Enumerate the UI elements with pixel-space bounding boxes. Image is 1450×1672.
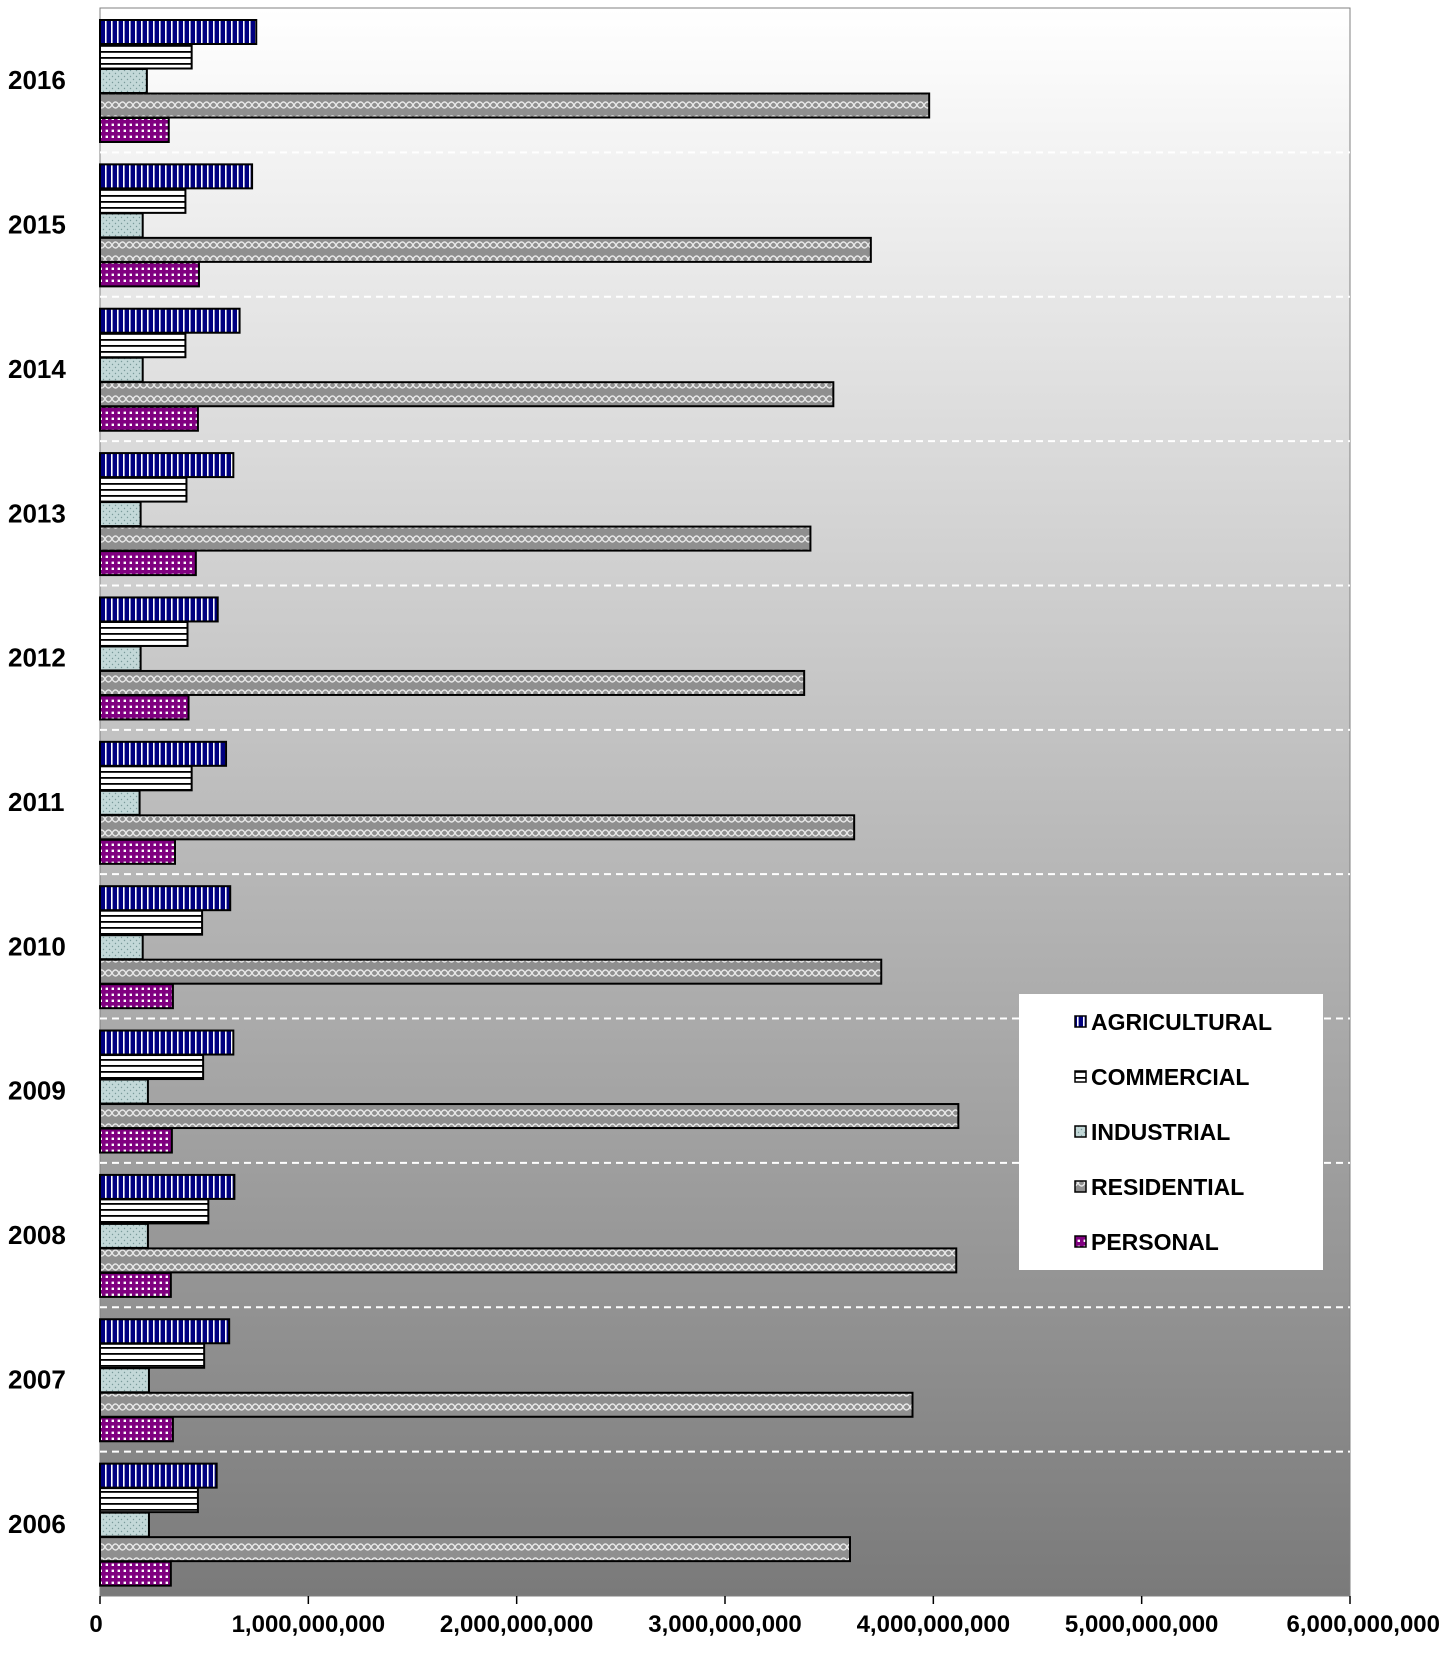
category-labels: 2016 2015 2014 2013 2012 2011 2010 2009 2008 2007…: [8, 65, 66, 1539]
category-label-2012: 2012: [8, 643, 66, 673]
bar-personal-2010: [99, 983, 174, 1010]
legend: AGRICULTURAL COMMERCIAL INDUSTRIAL RESIDENT…: [1019, 994, 1323, 1270]
legend-label-personal: PERSONAL: [1091, 1229, 1219, 1255]
bar-personal-2007: [99, 1416, 174, 1443]
bar-residential-2014: [99, 381, 835, 408]
bar-personal-2011: [99, 838, 176, 865]
bar-agricultural-2009: [99, 1029, 235, 1056]
category-label-2006: 2006: [8, 1509, 66, 1539]
legend-swatch-commercial: [1074, 1070, 1087, 1083]
category-label-2013: 2013: [8, 498, 66, 528]
bar-personal-2006: [99, 1560, 172, 1587]
bar-residential-2016: [99, 92, 931, 119]
bar-agricultural-2010: [99, 885, 232, 912]
bar-residential-2015: [99, 236, 872, 263]
category-label-2009: 2009: [8, 1076, 66, 1106]
category-label-2008: 2008: [8, 1220, 66, 1250]
legend-label-commercial: COMMERCIAL: [1091, 1064, 1249, 1090]
x-tick-label: 2,000,000,000: [440, 1611, 593, 1638]
bar-agricultural-2007: [99, 1318, 231, 1345]
bar-agricultural-2011: [99, 740, 228, 767]
bar-personal-2012: [99, 694, 190, 721]
legend-swatch-industrial: [1074, 1125, 1087, 1138]
x-tick-label: 4,000,000,000: [857, 1611, 1010, 1638]
bar-agricultural-2013: [99, 452, 235, 479]
bar-agricultural-2006: [99, 1462, 218, 1489]
legend-swatch-personal: [1074, 1235, 1087, 1248]
bar-personal-2015: [99, 261, 200, 288]
gridlines: [100, 151, 1350, 1453]
bar-industrial-2007: [99, 1367, 150, 1394]
bar-commercial-2015: [99, 187, 187, 214]
bar-industrial-2009: [99, 1078, 149, 1105]
bar-personal-2009: [99, 1127, 173, 1154]
bar-personal-2014: [99, 405, 199, 432]
bar-residential-2009: [99, 1103, 960, 1130]
category-label-2007: 2007: [8, 1364, 66, 1394]
bar-industrial-2008: [99, 1222, 149, 1249]
bar-residential-2010: [99, 958, 883, 985]
category-label-2016: 2016: [8, 65, 66, 95]
bar-residential-2008: [99, 1247, 958, 1274]
legend-box: [1019, 994, 1323, 1270]
bar-industrial-2014: [99, 356, 144, 383]
bar-industrial-2015: [99, 212, 144, 239]
bar-industrial-2011: [99, 789, 141, 816]
bar-personal-2008: [99, 1271, 172, 1298]
bar-personal-2016: [99, 117, 170, 143]
legend-label-agricultural: AGRICULTURAL: [1091, 1009, 1272, 1035]
legend-swatch-residential: [1074, 1180, 1087, 1193]
bar-residential-2011: [99, 814, 856, 841]
bar-commercial-2013: [99, 476, 188, 503]
bar-agricultural-2016: [99, 19, 258, 45]
bar-agricultural-2014: [99, 307, 241, 334]
category-label-2015: 2015: [8, 210, 66, 240]
category-label-2011: 2011: [8, 787, 64, 817]
bar-commercial-2016: [99, 43, 193, 70]
x-tick-label: 3,000,000,000: [648, 1611, 801, 1638]
bars: [99, 19, 960, 1587]
bar-commercial-2011: [99, 765, 193, 792]
category-label-2014: 2014: [8, 354, 66, 384]
x-tick-label: 1,000,000,000: [232, 1611, 385, 1638]
bar-residential-2007: [99, 1391, 914, 1418]
x-tick-label: 0: [89, 1611, 102, 1638]
legend-swatch-agricultural: [1074, 1015, 1087, 1028]
bar-industrial-2006: [99, 1511, 150, 1538]
legend-label-residential: RESIDENTIAL: [1091, 1174, 1244, 1200]
bar-residential-2013: [99, 525, 812, 552]
bar-agricultural-2015: [99, 163, 254, 190]
bar-agricultural-2012: [99, 596, 219, 623]
bar-agricultural-2008: [99, 1173, 236, 1200]
category-label-2010: 2010: [8, 931, 66, 961]
bar-commercial-2006: [99, 1487, 199, 1514]
bar-commercial-2012: [99, 620, 189, 647]
x-tick-label: 5,000,000,000: [1065, 1611, 1218, 1638]
bar-commercial-2008: [99, 1198, 210, 1225]
bar-industrial-2010: [99, 934, 144, 961]
bar-commercial-2014: [99, 332, 187, 359]
x-tick-label: 6,000,000,000: [1287, 1611, 1440, 1638]
bar-industrial-2016: [99, 68, 148, 94]
bar-residential-2006: [99, 1536, 851, 1563]
bar-commercial-2009: [99, 1054, 205, 1081]
bar-industrial-2013: [99, 501, 142, 528]
legend-label-industrial: INDUSTRIAL: [1091, 1119, 1230, 1145]
bar-residential-2012: [99, 669, 806, 696]
bar-commercial-2010: [99, 909, 204, 936]
x-axis-ticks: 0 1,000,000,000 2,000,000,000 3,000,000,000…: [89, 1595, 1440, 1638]
plot-background: [99, 7, 1351, 1597]
bar-industrial-2012: [99, 645, 142, 672]
bar-personal-2013: [99, 550, 197, 577]
bar-commercial-2007: [99, 1342, 206, 1369]
